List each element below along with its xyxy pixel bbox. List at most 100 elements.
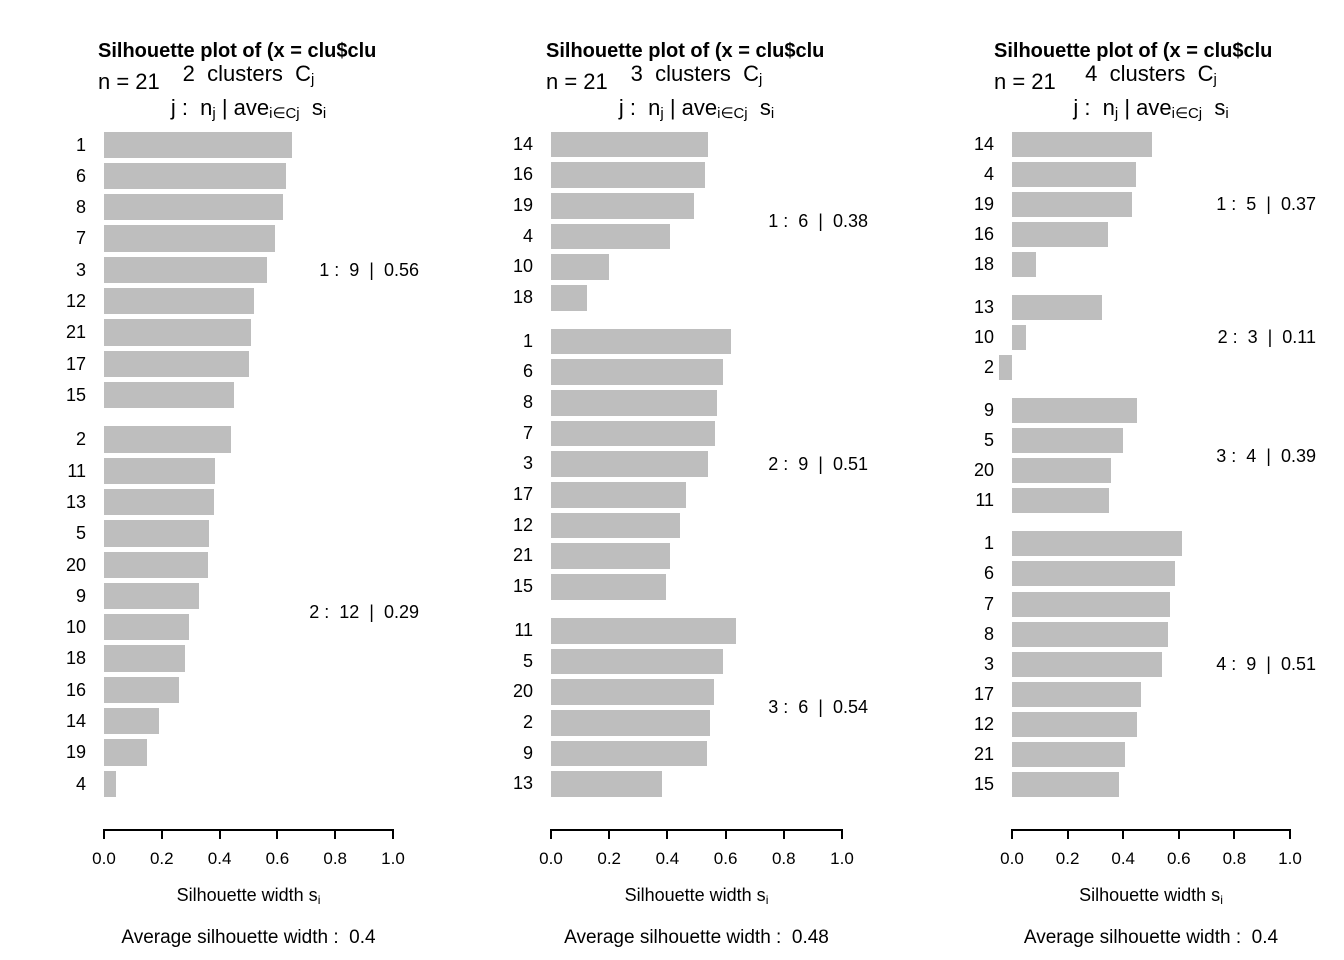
axis-tick-label: 0.0 — [1000, 849, 1024, 868]
column-header-text: | ave — [663, 95, 718, 120]
silhouette-bar — [551, 709, 710, 736]
axis-tick — [1066, 829, 1069, 839]
silhouette-bar — [1012, 398, 1138, 424]
axis-tick — [608, 829, 611, 839]
silhouette-bar — [551, 574, 666, 600]
n-label: n = 21 — [994, 69, 1056, 94]
observation-label: 2 — [75, 429, 86, 450]
observation-label: 11 — [975, 490, 994, 511]
silhouette-bar — [551, 451, 709, 478]
silhouette-bar — [551, 679, 714, 705]
observation-label: 14 — [65, 711, 86, 732]
axis-tick — [218, 829, 221, 839]
silhouette-bar — [1012, 191, 1132, 217]
observation-label: 14 — [512, 133, 533, 154]
silhouette-bar — [1012, 531, 1182, 557]
silhouette-bar — [551, 512, 681, 539]
observation-label: 7 — [983, 593, 994, 614]
column-header-subscript: j — [212, 105, 216, 123]
observation-label: 19 — [973, 193, 994, 214]
silhouette-bar — [1012, 681, 1142, 707]
observation-label: 5 — [75, 523, 86, 544]
silhouette-bar — [551, 192, 694, 219]
silhouette-bar — [104, 708, 159, 735]
axis-tick-label: 0.0 — [539, 849, 563, 868]
silhouette-bar — [1012, 711, 1138, 737]
observation-label: 2 — [983, 357, 994, 377]
silhouette-bar — [551, 482, 687, 508]
column-header-subscript: j — [1114, 105, 1119, 123]
silhouette-panel-3: Silhouette plot of (x = clu$clu n = 21 4 c… — [896, 0, 1344, 960]
axis-tick-label: 0.4 — [1111, 849, 1136, 868]
silhouette-bar — [1012, 221, 1108, 247]
axis-tick — [550, 829, 552, 839]
cluster-count-label-subscript: j — [759, 71, 763, 89]
silhouette-bar — [1012, 251, 1036, 277]
cluster-annotation: 2 : 9 | 0.51 — [768, 454, 868, 475]
axis-tick-label: 0.4 — [655, 849, 680, 868]
cluster-count-label: 3 clusters Cj — [551, 61, 842, 89]
silhouette-bar — [104, 770, 116, 797]
observation-label: 6 — [983, 563, 994, 584]
silhouette-bar — [104, 319, 252, 346]
axis-tick — [103, 829, 105, 839]
silhouette-panel-2: Silhouette plot of (x = clu$clu n = 21 3 c… — [448, 0, 896, 960]
silhouette-bar — [551, 162, 706, 188]
cluster-annotation: 4 : 9 | 0.51 — [1216, 654, 1316, 675]
silhouette-bar — [1012, 651, 1163, 677]
column-header: j : nj | avei∈Cj si — [104, 95, 393, 123]
axis-tick — [1289, 829, 1291, 839]
silhouette-bar — [551, 420, 716, 447]
silhouette-bar — [551, 359, 723, 386]
cluster-count-label-subscript: j — [1213, 71, 1217, 89]
axis-tick — [392, 829, 394, 839]
observation-label: 3 — [983, 653, 994, 674]
axis-tick-label: 1.0 — [1278, 849, 1302, 868]
silhouette-bar — [104, 739, 148, 766]
observation-label: 19 — [512, 194, 533, 215]
axis-tick — [841, 829, 843, 839]
axis-tick-label: 0.4 — [207, 849, 232, 868]
silhouette-bar — [551, 771, 662, 797]
silhouette-bar — [104, 520, 210, 547]
column-header-text: s — [1202, 95, 1226, 120]
observation-label: 8 — [75, 197, 86, 218]
cluster-count-label-text: 3 clusters C — [630, 61, 760, 86]
observation-label: 9 — [983, 400, 994, 421]
cluster-count-label-text: 4 clusters C — [1085, 61, 1214, 86]
observation-label: 4 — [983, 163, 994, 184]
observation-label: 17 — [512, 484, 533, 505]
silhouette-bar — [1012, 741, 1125, 767]
average-width-label: Average silhouette width : 0.48 — [564, 927, 829, 948]
observation-label: 7 — [522, 422, 533, 443]
silhouette-bar — [1012, 488, 1110, 514]
x-axis-label-text: Silhouette width s — [176, 885, 318, 905]
silhouette-bar — [551, 328, 732, 355]
silhouette-bar — [551, 617, 736, 644]
observation-label: 4 — [75, 773, 86, 794]
cluster-annotation: 1 : 6 | 0.38 — [768, 211, 868, 232]
observation-label: 14 — [973, 133, 994, 154]
column-header-subscript: i — [1225, 105, 1229, 123]
silhouette-bar — [1012, 591, 1171, 617]
axis-tick-label: 0.8 — [771, 849, 796, 868]
observation-label: 4 — [522, 225, 533, 246]
observation-label: 8 — [522, 392, 533, 413]
axis-tick — [1233, 829, 1236, 839]
x-axis-label-subscript: i — [765, 892, 769, 907]
observation-label: 19 — [65, 742, 86, 763]
observation-label: 2 — [522, 711, 533, 732]
axis-tick — [334, 829, 337, 839]
x-axis-label: Silhouette width si — [551, 885, 842, 907]
observation-label: 8 — [983, 623, 994, 644]
column-header-text: | ave — [215, 95, 270, 120]
axis-tick-label: 0.2 — [597, 849, 622, 868]
axis-tick — [724, 829, 727, 839]
observation-label: 20 — [973, 460, 994, 481]
silhouette-bar — [1012, 294, 1103, 320]
silhouette-bar — [104, 676, 180, 704]
x-axis-label-text: Silhouette width s — [624, 885, 766, 905]
observation-label: 11 — [67, 460, 86, 481]
column-header-text: s — [299, 95, 323, 120]
column-header-subscript: i∈Cj — [717, 105, 748, 123]
